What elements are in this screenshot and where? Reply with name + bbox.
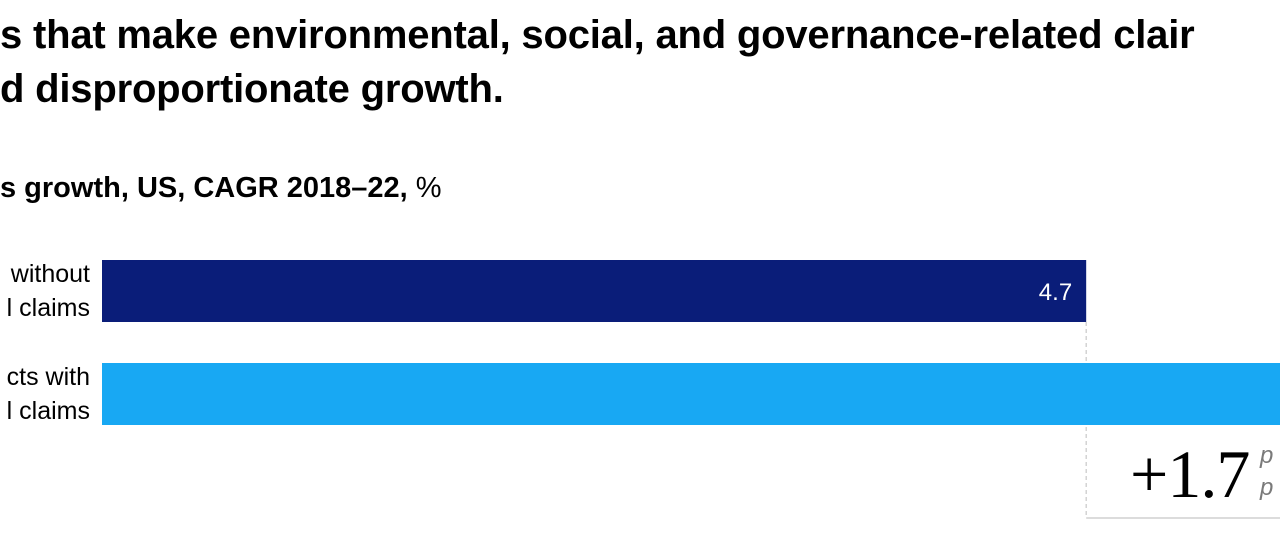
bar-without-claims xyxy=(102,260,1087,322)
subtitle-unit: % xyxy=(407,172,442,204)
category-label-without-line-1: without xyxy=(10,260,90,288)
difference-value: +1.7 xyxy=(1130,436,1250,512)
bar-with-claims xyxy=(102,363,1280,425)
subtitle-metric: s growth, US, CAGR 2018–22, xyxy=(0,172,408,204)
category-label-with-line-2: l claims xyxy=(6,397,90,425)
chart-subtitle: s growth, US, CAGR 2018–22, % xyxy=(0,168,442,208)
bar-value-label: 4.7 xyxy=(1039,279,1072,306)
category-label-without-line-2: l claims xyxy=(6,294,90,322)
category-label-with: cts with l claims xyxy=(7,360,90,428)
chart-headline: s that make environmental, social, and g… xyxy=(0,8,1280,116)
difference-unit-line-1: p xyxy=(1260,442,1274,469)
headline-line-2: d disproportionate growth. xyxy=(0,67,504,111)
category-label-with-line-1: cts with xyxy=(6,363,90,391)
category-label-without: without l claims xyxy=(7,257,90,325)
difference-unit: p p xyxy=(1260,440,1273,504)
headline-line-1: s that make environmental, social, and g… xyxy=(0,13,1195,57)
difference-unit-line-2: p xyxy=(1260,474,1274,501)
